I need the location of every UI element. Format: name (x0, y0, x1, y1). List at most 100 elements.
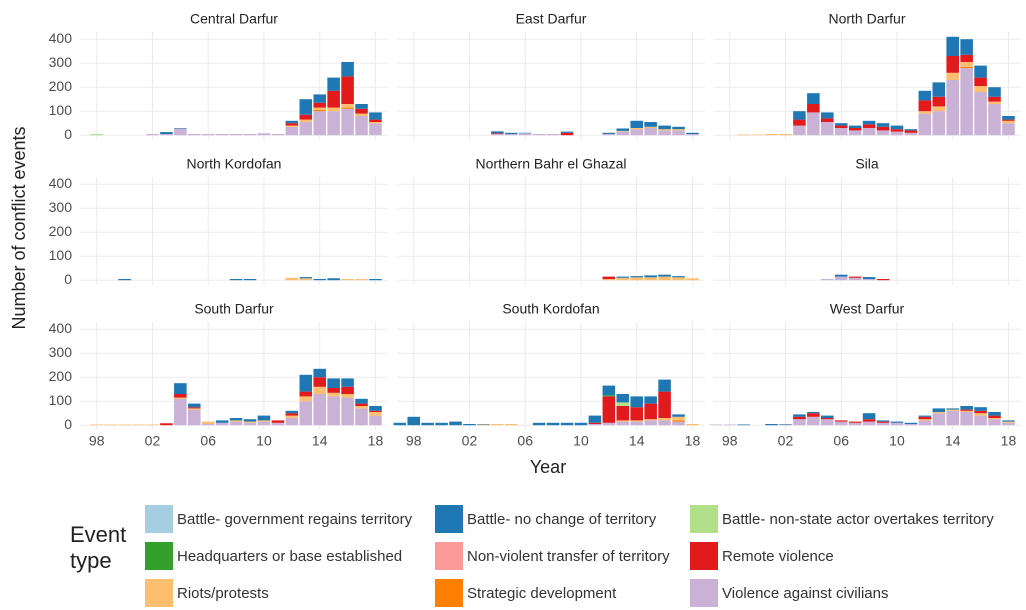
bar-segment (672, 130, 685, 136)
bar-segment (918, 420, 932, 426)
bar-segment (201, 424, 215, 426)
bar-segment (341, 386, 354, 394)
bar-segment (821, 112, 834, 119)
bar-segment (369, 123, 382, 136)
bar-segment (918, 415, 932, 417)
bar-segment (672, 129, 685, 131)
y-tick-label: 300 (49, 199, 73, 215)
bar-segment (834, 421, 848, 426)
bar-segment (341, 397, 354, 426)
bar-segment (243, 279, 257, 281)
bar-segment (285, 415, 299, 418)
bar-segment (848, 421, 862, 423)
bar-segment (1002, 421, 1015, 423)
legend-label: Violence against civilians (722, 584, 889, 602)
bar-segment (644, 396, 657, 404)
bar-segment (932, 111, 946, 136)
x-tick-label: 18 (1001, 433, 1017, 449)
bar-segment (616, 406, 630, 421)
panel-title: Sila (855, 156, 879, 172)
bar-segment (658, 130, 671, 136)
bar-segment (686, 134, 699, 136)
bar-segment (491, 424, 504, 426)
bar-segment (988, 104, 1001, 136)
x-tick-label: 10 (889, 433, 905, 449)
x-tick-label: 98 (406, 433, 422, 449)
bar-segment (313, 377, 326, 387)
bar-segment (1002, 119, 1015, 121)
bar-segment (285, 413, 299, 416)
bar-segment (848, 277, 862, 281)
bar-segment (890, 125, 904, 130)
bar-segment (658, 391, 671, 418)
legend-item: Non-violent transfer of territory (435, 542, 670, 570)
y-tick-label: 100 (49, 247, 73, 263)
bar-segment (658, 379, 671, 392)
bar-segment (876, 422, 890, 426)
bar-segment (341, 378, 354, 387)
bar-segment (160, 132, 173, 134)
bar-segment (285, 277, 299, 281)
bar-segment (960, 66, 973, 68)
bar-segment (285, 418, 299, 426)
bar-segment (341, 62, 354, 77)
bar-segment (505, 424, 518, 426)
bar-segment (737, 134, 750, 136)
bar-segment (1002, 420, 1015, 422)
bar-segment (355, 279, 368, 281)
bar-segment (765, 134, 778, 136)
bar-segment (974, 413, 987, 416)
bar-segment (630, 128, 643, 130)
bar-segment (821, 419, 834, 426)
bar-segment (369, 112, 382, 120)
bar-segment (355, 108, 368, 114)
bar-segment (355, 403, 368, 406)
bar-segment (918, 416, 932, 420)
bar-segment (932, 82, 946, 97)
bar-segment (1002, 123, 1015, 136)
chart: Number of conflict events Year Central D… (9, 11, 1021, 477)
bar-segment (588, 424, 602, 426)
bar-segment (602, 279, 616, 281)
bar-segment (807, 112, 820, 136)
y-tick-label: 400 (49, 320, 73, 336)
bar-segment (862, 413, 876, 420)
bar-segment (215, 134, 229, 136)
bar-segment (834, 123, 848, 126)
bar-segment (327, 378, 340, 388)
bar-segment (491, 133, 504, 134)
y-tick-label: 200 (49, 368, 73, 384)
bar-segment (904, 130, 918, 133)
panel-title: South Darfur (194, 301, 274, 317)
x-tick-label: 98 (89, 433, 105, 449)
bar-segment (560, 132, 574, 136)
bar-segment (974, 86, 987, 92)
bar-segment (918, 419, 932, 421)
bar-segment (588, 422, 602, 424)
bar-segment (862, 124, 876, 128)
legend-label: Headquarters or base established (177, 547, 403, 565)
bar-segment (299, 277, 313, 279)
bar-segment (313, 107, 326, 110)
bar-segment (229, 279, 243, 281)
bar-segment (602, 132, 616, 134)
bar-segment (407, 416, 420, 426)
bar-segment (890, 421, 904, 423)
bar-segment (946, 36, 959, 56)
bar-segment (904, 129, 918, 131)
bar-segment (630, 396, 643, 408)
bar-segment (876, 130, 890, 136)
bar-segment (974, 415, 987, 426)
bar-segment (630, 420, 643, 422)
bar-segment (188, 409, 201, 426)
bar-segment (709, 424, 723, 426)
bar-segment (355, 398, 368, 404)
bar-segment (188, 134, 201, 136)
bar-segment (821, 279, 834, 281)
bar-segment (672, 421, 685, 426)
bar-segment (491, 134, 504, 136)
x-tick-label: 14 (629, 433, 645, 449)
bar-segment (327, 111, 340, 136)
bar-segment (421, 422, 434, 426)
bar-segment (848, 422, 862, 426)
